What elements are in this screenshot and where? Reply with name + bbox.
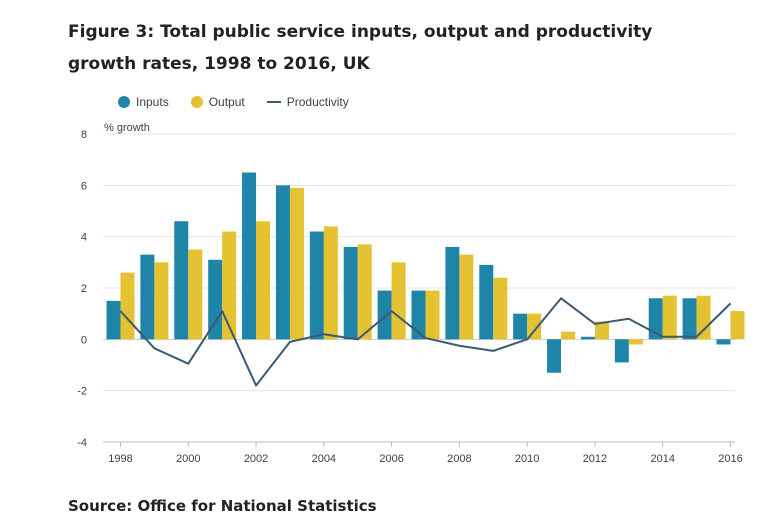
bar-inputs-2006 (377, 290, 392, 340)
bar-output-2012 (594, 321, 609, 340)
bar-inputs-2014 (648, 298, 663, 340)
legend-label-inputs: Inputs (136, 95, 169, 109)
chart-title: Figure 3: Total public service inputs, o… (68, 22, 653, 74)
bar-inputs-1999 (140, 254, 155, 340)
bar-output-2005 (357, 244, 372, 340)
legend-label-output: Output (208, 95, 245, 109)
x-tick-label: 2006 (379, 453, 403, 465)
tick-labels: -4 -2 0 2 4 6 8 1998 2000 2002 2004 2006 2008 2010 201… (77, 129, 743, 465)
bar-inputs-2000 (174, 221, 189, 340)
bar-inputs-2013 (614, 339, 629, 363)
bar-output-1998 (120, 272, 135, 340)
bar-output-2004 (323, 226, 338, 340)
legend-item-productivity[interactable]: Productivity (266, 95, 349, 109)
bar-inputs-2009 (479, 264, 494, 340)
x-tick-label: 2000 (176, 453, 200, 465)
axes (103, 441, 735, 447)
x-tick-label: 1998 (108, 453, 132, 465)
bar-inputs-2015 (682, 298, 697, 340)
legend-item-inputs[interactable]: Inputs (118, 95, 169, 109)
bar-output-2013 (628, 339, 643, 345)
y-tick-label: -4 (77, 437, 87, 449)
y-tick-label: -2 (77, 386, 87, 398)
legend-item-output[interactable]: Output (190, 95, 245, 109)
y-axis-label: % growth (104, 122, 150, 134)
bars (106, 172, 745, 373)
bar-inputs-2004 (309, 231, 324, 340)
y-tick-label: 8 (81, 129, 87, 141)
x-tick-label: 2012 (583, 453, 607, 465)
x-tick-label: 2016 (718, 453, 742, 465)
bar-output-2009 (493, 277, 508, 340)
bar-output-2002 (256, 221, 271, 340)
legend-swatch-output (190, 96, 203, 108)
bar-output-2003 (289, 187, 304, 340)
x-tick-label: 2002 (244, 453, 268, 465)
chart-legend: Inputs Output Productivity (118, 92, 371, 112)
legend-label-productivity: Productivity (286, 95, 349, 109)
bar-output-2014 (662, 295, 677, 340)
x-tick-label: 2014 (650, 453, 674, 465)
legend-swatch-inputs (118, 96, 130, 108)
bar-inputs-2008 (445, 246, 460, 340)
bar-inputs-2010 (513, 313, 528, 340)
bar-inputs-2007 (411, 290, 426, 340)
x-tick-label: 2010 (515, 453, 539, 465)
bar-output-2001 (222, 231, 237, 340)
legend-swatch-productivity (266, 101, 281, 103)
bar-output-2016 (730, 311, 745, 340)
bar-output-2006 (391, 262, 406, 340)
bar-output-2008 (459, 254, 474, 340)
y-tick-label: 0 (81, 334, 87, 346)
bar-output-2015 (696, 295, 711, 340)
bar-output-1999 (154, 262, 169, 340)
bar-inputs-2003 (275, 185, 290, 340)
bar-output-2010 (527, 313, 542, 340)
x-tick-label: 2004 (312, 453, 336, 465)
x-tick-label: 2008 (447, 453, 471, 465)
bar-inputs-2002 (242, 172, 257, 340)
productivity-line-group (119, 297, 732, 387)
bar-inputs-1998 (106, 300, 121, 340)
bar-inputs-2005 (343, 246, 358, 340)
bar-inputs-2011 (547, 339, 562, 373)
bar-output-2007 (425, 290, 440, 340)
y-tick-label: 6 (81, 180, 87, 192)
bar-output-2011 (561, 331, 576, 340)
y-tick-label: 4 (81, 232, 87, 244)
bar-inputs-2016 (716, 339, 731, 345)
source-note: Source: Office for National Statistics (68, 497, 377, 515)
y-tick-label: 2 (81, 283, 87, 295)
bar-inputs-2012 (580, 336, 595, 340)
bar-output-2000 (188, 249, 203, 340)
bar-inputs-2001 (208, 259, 223, 340)
